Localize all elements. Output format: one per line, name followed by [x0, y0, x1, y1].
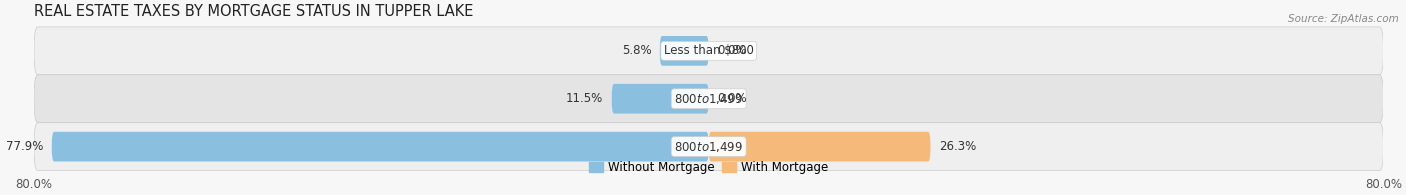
FancyBboxPatch shape: [659, 36, 709, 66]
Text: 11.5%: 11.5%: [567, 92, 603, 105]
Legend: Without Mortgage, With Mortgage: Without Mortgage, With Mortgage: [585, 157, 832, 179]
Text: 77.9%: 77.9%: [6, 140, 44, 153]
Text: $800 to $1,499: $800 to $1,499: [675, 92, 744, 106]
FancyBboxPatch shape: [34, 27, 1384, 75]
Text: REAL ESTATE TAXES BY MORTGAGE STATUS IN TUPPER LAKE: REAL ESTATE TAXES BY MORTGAGE STATUS IN …: [34, 4, 474, 19]
Text: 0.0%: 0.0%: [717, 92, 747, 105]
Text: 0.0%: 0.0%: [717, 44, 747, 57]
Text: Less than $800: Less than $800: [664, 44, 754, 57]
FancyBboxPatch shape: [34, 75, 1384, 123]
Text: $800 to $1,499: $800 to $1,499: [675, 140, 744, 154]
FancyBboxPatch shape: [709, 132, 931, 161]
Text: Source: ZipAtlas.com: Source: ZipAtlas.com: [1288, 14, 1399, 24]
FancyBboxPatch shape: [34, 123, 1384, 171]
FancyBboxPatch shape: [52, 132, 709, 161]
Text: 26.3%: 26.3%: [939, 140, 976, 153]
Text: 5.8%: 5.8%: [621, 44, 651, 57]
FancyBboxPatch shape: [612, 84, 709, 113]
